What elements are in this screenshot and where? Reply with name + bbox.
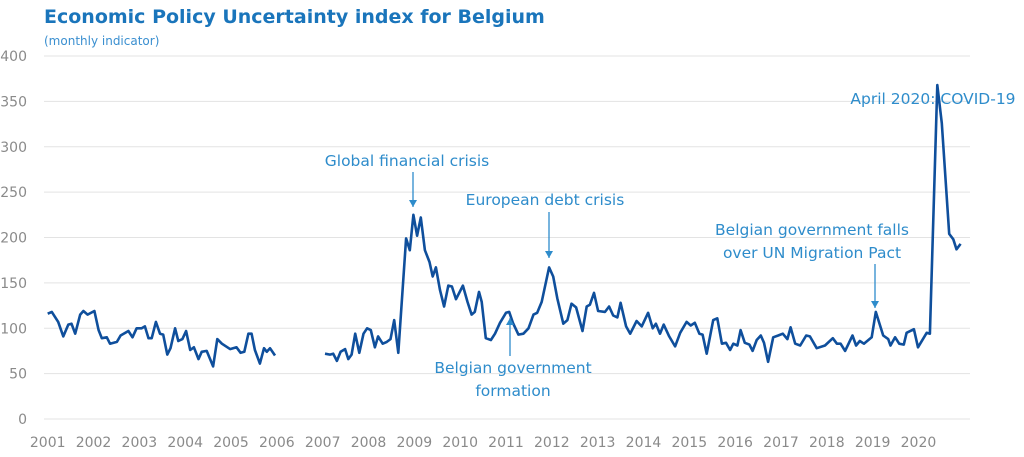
x-tick-label: 2009 (397, 435, 433, 451)
annotation-text: European debt crisis (466, 191, 625, 209)
x-tick-label: 2011 (488, 435, 524, 451)
y-tick-label: 200 (0, 231, 27, 247)
annotation-text: Belgian government falls (715, 221, 909, 239)
arrowhead-icon (545, 251, 553, 258)
annotation-text: over UN Migration Pact (723, 244, 901, 262)
annotation: Belgian government formation (434, 318, 592, 400)
annotation: April 2020: COVID-19 (850, 90, 1015, 108)
y-axis-ticks: 0 50 100 150 200 250 300 350 400 (0, 49, 27, 428)
x-tick-label: 2003 (122, 435, 158, 451)
x-tick-label: 2017 (763, 435, 799, 451)
chart-title: Economic Policy Uncertainty index for Be… (44, 6, 545, 28)
annotation-text: formation (475, 382, 550, 400)
y-tick-label: 400 (0, 49, 27, 65)
y-tick-label: 350 (0, 94, 27, 110)
x-tick-label: 2018 (809, 435, 845, 451)
x-tick-label: 2019 (855, 435, 891, 451)
arrowhead-icon (506, 318, 514, 325)
y-tick-label: 100 (0, 321, 27, 337)
x-tick-label: 2008 (351, 435, 387, 451)
annotation: Belgian government falls over UN Migratio… (715, 221, 909, 308)
x-tick-label: 2020 (901, 435, 937, 451)
x-tick-label: 2004 (167, 435, 203, 451)
y-tick-label: 250 (0, 185, 27, 201)
y-tick-label: 300 (0, 140, 27, 156)
annotation-text: Belgian government (434, 359, 591, 377)
series-lines (47, 83, 962, 368)
annotation-text: April 2020: COVID-19 (850, 90, 1015, 108)
series-line-segment (324, 83, 962, 364)
x-tick-label: 2010 (442, 435, 478, 451)
y-tick-label: 0 (18, 412, 27, 428)
series-line-segment (47, 309, 277, 368)
y-tick-label: 150 (0, 276, 27, 292)
x-tick-label: 2007 (305, 435, 341, 451)
chart-subtitle: (monthly indicator) (44, 34, 159, 48)
annotation: Global financial crisis (325, 152, 490, 207)
x-tick-label: 2016 (717, 435, 753, 451)
x-tick-label: 2013 (580, 435, 616, 451)
annotation: European debt crisis (466, 191, 625, 258)
x-tick-label: 2015 (671, 435, 707, 451)
annotation-text: Global financial crisis (325, 152, 490, 170)
x-tick-label: 2001 (30, 435, 66, 451)
x-axis-ticks: 2001 2002 2003 2004 2005 2006 2007 2008 2009 2010… (30, 435, 936, 451)
gridlines (44, 55, 970, 420)
annotations: Global financial crisis European debt cri… (325, 90, 1016, 400)
x-tick-label: 2002 (76, 435, 112, 451)
y-tick-label: 50 (9, 367, 27, 383)
x-tick-label: 2012 (534, 435, 570, 451)
arrowhead-icon (871, 301, 879, 308)
x-tick-label: 2014 (626, 435, 662, 451)
x-tick-label: 2005 (213, 435, 249, 451)
x-tick-label: 2006 (259, 435, 295, 451)
arrowhead-icon (409, 200, 417, 207)
